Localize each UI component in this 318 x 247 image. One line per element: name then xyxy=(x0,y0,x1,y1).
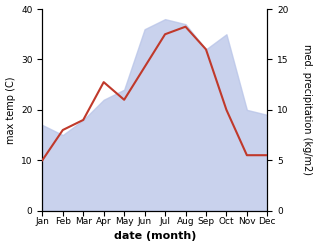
Y-axis label: max temp (C): max temp (C) xyxy=(5,76,16,144)
X-axis label: date (month): date (month) xyxy=(114,231,196,242)
Y-axis label: med. precipitation (kg/m2): med. precipitation (kg/m2) xyxy=(302,44,313,175)
